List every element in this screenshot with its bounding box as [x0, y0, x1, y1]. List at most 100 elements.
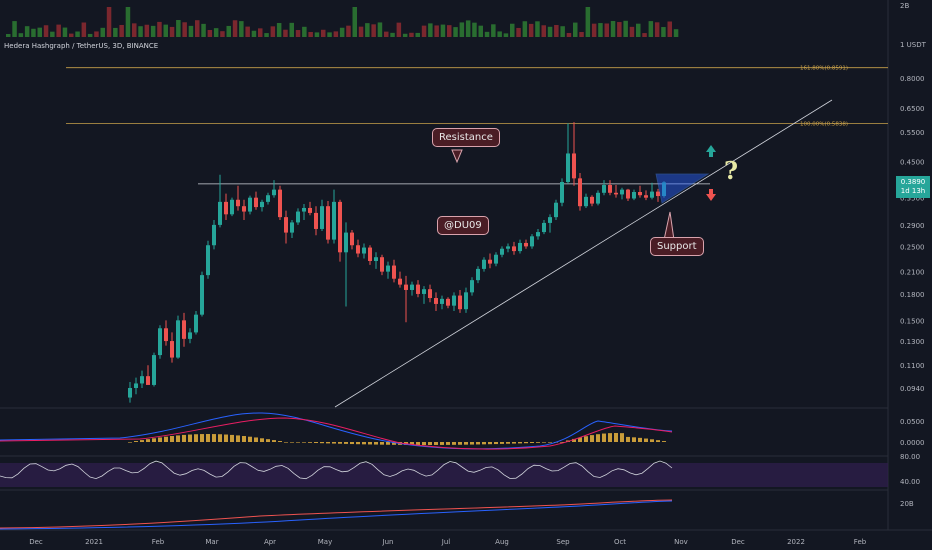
macd-histogram-bar	[170, 436, 174, 442]
macd-histogram-bar	[260, 438, 264, 442]
volume-bar	[138, 26, 143, 37]
macd-histogram-bar	[188, 434, 192, 442]
candle-body	[236, 199, 240, 207]
volume-bar	[673, 29, 679, 37]
indicator-axis-label: 20B	[900, 500, 914, 508]
candle-body	[584, 196, 588, 207]
candle-body	[560, 182, 564, 203]
macd-histogram-bar	[248, 436, 252, 442]
price-axis-label: 0.5500	[900, 129, 925, 137]
volume-bar	[384, 31, 389, 37]
volume-bar	[636, 23, 641, 37]
macd-histogram-bar	[200, 434, 204, 442]
volume-bar	[125, 7, 131, 37]
macd-histogram-bar	[272, 440, 276, 442]
fib-levels: 161.80%(0.8591) 100.00%(0.5838)	[66, 66, 888, 128]
volume-bar	[390, 32, 395, 37]
macd-histogram-bar	[242, 436, 246, 442]
macd-histogram-bar	[596, 434, 600, 442]
volume-bar	[62, 27, 68, 37]
candle-body	[284, 217, 288, 233]
candle-body	[626, 189, 630, 199]
candle-body	[398, 278, 402, 285]
volume-bar	[396, 22, 402, 37]
candle-body	[554, 202, 558, 218]
price-axis-label: 0.1800	[900, 291, 925, 299]
candle-body	[188, 332, 192, 339]
volume-bar	[402, 33, 408, 37]
candle-body	[176, 320, 180, 358]
volume-bar	[276, 23, 282, 37]
macd-histogram-bar	[620, 433, 624, 442]
volume-bar	[150, 25, 156, 37]
macd-histogram-bar	[182, 434, 186, 442]
macd-histogram-bar	[368, 442, 372, 445]
price-axis-label: 0.2900	[900, 222, 925, 230]
question-mark: ?	[724, 156, 739, 185]
candle-body	[650, 191, 654, 198]
rsi-band	[0, 463, 888, 487]
macd-histogram-bar	[374, 442, 378, 445]
volume-bar	[566, 32, 572, 37]
macd-histogram-bar	[548, 442, 552, 443]
volume-bar	[365, 23, 370, 37]
macd-histogram-bar	[506, 442, 510, 444]
macd-pane	[0, 412, 673, 450]
volume-bar	[377, 22, 383, 37]
candle-body	[506, 246, 510, 249]
last-price-badge: 0.3890 1d 13h	[896, 176, 930, 198]
macd-histogram-bar	[332, 442, 336, 444]
volume-bar	[12, 21, 17, 37]
macd-histogram-bar	[320, 442, 324, 444]
volume-bar	[421, 25, 427, 37]
macd-histogram-bar	[578, 437, 582, 442]
volume-bar	[245, 26, 250, 37]
time-axis-label: Oct	[614, 538, 626, 546]
candle-body	[386, 265, 390, 272]
candle-body	[548, 217, 552, 223]
volume-bar	[289, 22, 294, 37]
price-axis-label: 0.3500	[900, 195, 925, 203]
macd-histogram-bar	[602, 433, 606, 442]
macd-histogram-bar	[194, 434, 198, 442]
volume-bar	[510, 23, 515, 37]
macd-histogram-bar	[314, 442, 318, 444]
candle-body	[362, 247, 366, 254]
candle-body	[542, 222, 546, 233]
volume-bar	[239, 21, 244, 37]
volume-bar	[629, 26, 635, 37]
macd-histogram-bar	[284, 442, 288, 443]
macd-histogram-bar	[500, 442, 504, 444]
volume-bar	[522, 21, 528, 37]
candle-body	[302, 207, 306, 212]
time-axis-label: Jun	[382, 538, 394, 546]
macd-histogram-bar	[650, 439, 654, 442]
candle-body	[602, 185, 606, 193]
candle-body	[662, 182, 666, 197]
candle-body	[494, 254, 498, 264]
candle-body	[566, 153, 570, 183]
price-axis-label: 0.1500	[900, 317, 925, 325]
volume-bar	[43, 25, 49, 37]
macd-histogram-bar	[278, 441, 282, 442]
candle-body	[242, 206, 246, 212]
volume-bar	[226, 25, 231, 37]
volume-bar	[119, 24, 124, 37]
volume-bar	[302, 26, 307, 37]
candle-body	[272, 189, 276, 196]
volume-bar	[6, 34, 11, 37]
macd-histogram-bar	[584, 436, 588, 442]
macd-histogram-bar	[632, 437, 636, 442]
volume-bar	[547, 26, 553, 37]
bar-countdown: 1d 13h	[900, 187, 926, 195]
volume-bar	[478, 25, 483, 37]
volume-bar	[258, 28, 263, 37]
candle-body	[488, 259, 492, 264]
time-axis-label: Feb	[854, 538, 867, 546]
volume-bar	[113, 27, 118, 37]
macd-histogram-bar	[140, 440, 144, 442]
volume-bar	[516, 27, 521, 37]
macd-histogram-bar	[308, 442, 312, 443]
volume-bar	[648, 21, 654, 37]
indicator-axis-label: 80.00	[900, 453, 920, 461]
